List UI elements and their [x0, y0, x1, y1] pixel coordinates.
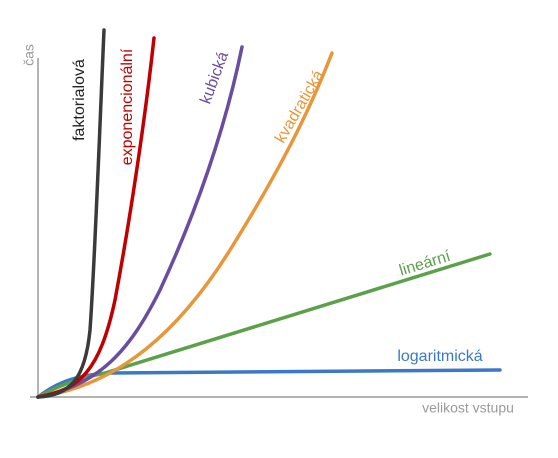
- curve-label: exponencionální: [119, 48, 136, 165]
- quadratic-curve: [36, 51, 334, 399]
- curve-label: logaritmická: [397, 348, 482, 365]
- exponential-curve: [36, 36, 156, 399]
- x-axis-label: velikost vstupu: [422, 400, 514, 416]
- curve-label: kubická: [197, 49, 232, 106]
- factorial-curve: [36, 28, 106, 399]
- curve-label: faktorialová: [71, 59, 88, 141]
- cubic-curve: [36, 45, 244, 399]
- y-axis-label: čas: [21, 44, 37, 66]
- curve-label: kvadratická: [272, 67, 327, 146]
